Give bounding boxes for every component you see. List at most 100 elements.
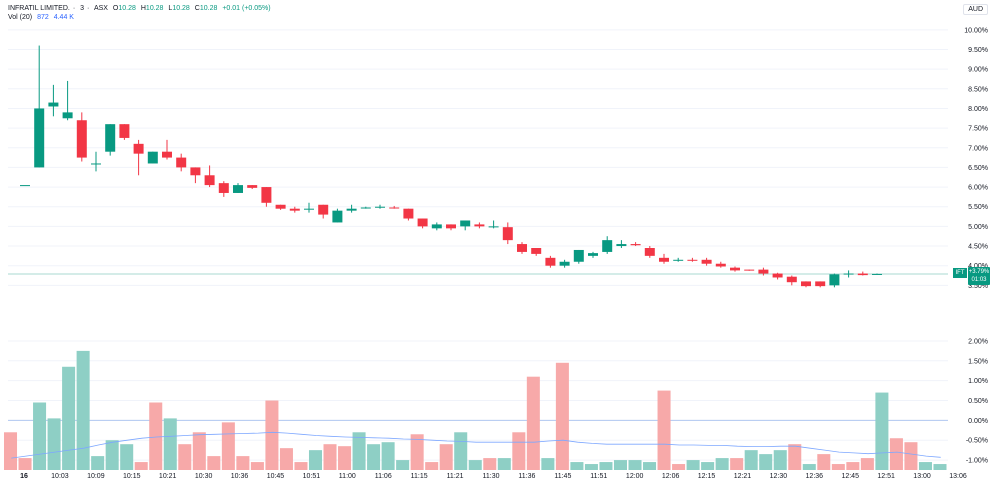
change-value: +0.01 (+0.05%) (222, 5, 271, 12)
candle-body (758, 269, 769, 274)
candle-body (772, 273, 783, 278)
price-tick-label: 6.50% (968, 165, 988, 172)
price-tick-label: 9.50% (968, 47, 988, 54)
volume-bar (4, 432, 18, 470)
candle-body (275, 204, 286, 209)
volume-bar (279, 448, 293, 470)
volume-bar (425, 462, 439, 470)
time-tick-label: 11:36 (518, 473, 535, 480)
candle-body (659, 257, 669, 262)
price-tick-label: 8.00% (968, 106, 988, 113)
candle-body (616, 244, 627, 247)
volume-bar (221, 422, 235, 470)
candle-body (403, 208, 414, 219)
volume-bar (831, 464, 845, 470)
candle-body (446, 224, 456, 229)
currency-button[interactable]: AUD (963, 4, 988, 15)
volume-bar (802, 464, 816, 470)
volume-bar (134, 462, 148, 470)
candle-body (531, 248, 542, 254)
candle-body (644, 248, 655, 256)
volume-tick-label: -1.00% (966, 458, 988, 465)
high-label: H (140, 5, 146, 12)
volume-label[interactable]: Vol (20) (8, 14, 33, 21)
candle-body (289, 208, 300, 211)
candle-body (588, 253, 598, 256)
volume-bar (497, 458, 511, 470)
last-price-tag: +3.79% 01:03 (968, 267, 990, 285)
volume-bar (294, 462, 308, 470)
volume-bar (439, 444, 453, 470)
volume-bar (715, 458, 729, 470)
candle-body (247, 185, 258, 188)
symbol-name[interactable]: INFRATIL LIMITED. (8, 5, 70, 12)
time-tick-label: 10:15 (123, 473, 141, 480)
volume-tick-label: 0.00% (968, 418, 988, 425)
time-tick-label: 12:21 (734, 473, 752, 480)
volume-axis[interactable]: 2.00% 1.50% 1.00% 0.50% 0.00% -0.50% -1.00% (966, 338, 988, 464)
candle-body (218, 183, 229, 193)
price-tick-label: 10.00% (964, 27, 988, 34)
volume-bar (192, 432, 206, 470)
candle-body (786, 276, 797, 283)
volume-ma-value: 4.44 K (53, 14, 74, 21)
time-tick-label: 16 (20, 473, 28, 480)
time-tick-label: 11:51 (590, 473, 607, 480)
volume-bar (643, 462, 657, 470)
time-tick-label: 10:21 (159, 473, 177, 480)
volume-bar (613, 460, 627, 470)
volume-bar (730, 458, 744, 470)
price-tick-label: 5.50% (968, 204, 988, 211)
candle-body (76, 120, 87, 158)
bar-countdown: 01:03 (971, 277, 987, 283)
volume-bar (396, 460, 410, 470)
volume-bar (178, 444, 192, 470)
volume-bar (628, 460, 642, 470)
candle-body (105, 124, 116, 152)
open-label: O (112, 5, 119, 12)
volume-bar (773, 450, 787, 470)
candle-body (332, 210, 343, 223)
symbol-price-tag: IFT (953, 268, 967, 278)
volume-bar (105, 440, 119, 470)
volume-bar (817, 454, 831, 470)
price-tick-label: 7.50% (968, 126, 988, 133)
candle-body (389, 207, 400, 209)
candle-body (460, 220, 471, 227)
candle-body (119, 124, 130, 138)
time-axis[interactable]: 16 10:03 10:09 10:15 10:21 10:30 10:36 10:45 10:… (20, 473, 967, 480)
high-value: 10.28 (145, 5, 164, 12)
grid-lines (8, 29, 948, 461)
time-tick-label: 12:45 (841, 473, 859, 480)
price-axis[interactable]: 10.00% 9.50% 9.00% 8.50% 8.00% 7.50% 7.00% 6.50… (964, 27, 988, 290)
time-tick-label: 10:45 (267, 473, 285, 480)
candle-body (261, 187, 272, 203)
volume-bar (18, 458, 32, 470)
candle-body (34, 108, 45, 168)
candle-body (502, 227, 513, 241)
price-tick-label: 8.50% (968, 86, 988, 93)
candle-body (701, 259, 712, 264)
symbol-legend: INFRATIL LIMITED. · 3 · ASX O10.28 H10.28 … (8, 5, 271, 12)
volume-bar (62, 366, 76, 470)
candle-body (687, 259, 698, 261)
volume-tick-label: -0.50% (966, 438, 988, 445)
candle-body (20, 185, 30, 187)
volume-bar (76, 350, 90, 470)
volume-bar (570, 462, 584, 470)
close-label: C (194, 5, 200, 12)
volume-bar (933, 464, 947, 470)
candle-body (857, 273, 868, 276)
time-tick-label: 11:30 (483, 473, 500, 480)
candle-body (346, 208, 357, 211)
candle-body (602, 240, 613, 252)
time-tick-label: 12:51 (877, 473, 895, 480)
candle-body (843, 273, 854, 275)
volume-bar (454, 432, 468, 470)
volume-bar (904, 442, 918, 470)
time-tick-label: 11:21 (447, 473, 464, 480)
candle-body (417, 218, 428, 227)
volume-bar (584, 464, 598, 470)
volume-bar (526, 376, 540, 470)
